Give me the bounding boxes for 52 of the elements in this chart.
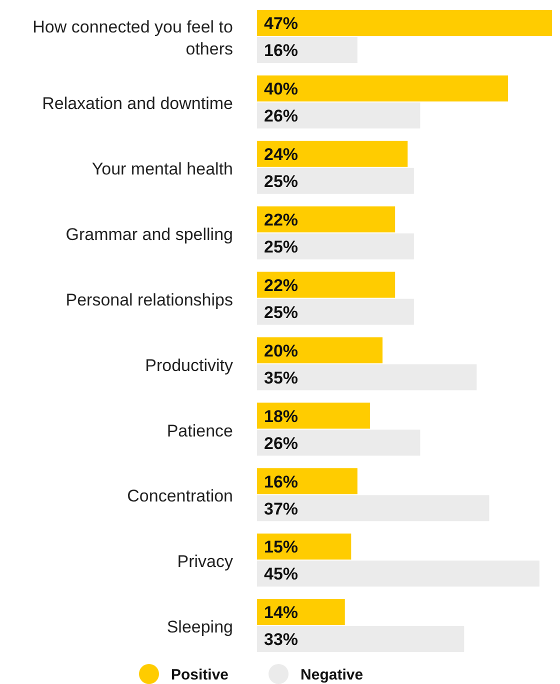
y-tick-label: Relaxation and downtime [42, 94, 233, 114]
data-label: 24% [264, 145, 298, 164]
legend-label: Positive [171, 666, 229, 684]
data-label: 22% [264, 210, 298, 230]
data-label: 16% [264, 472, 298, 492]
bar [257, 75, 508, 102]
data-label: 26% [264, 106, 298, 126]
data-label: 14% [264, 603, 298, 622]
y-tick-label: How connected you feel to others [32, 18, 233, 59]
bar [257, 10, 552, 36]
bar [257, 534, 352, 560]
bar [257, 272, 396, 298]
bar [257, 364, 477, 390]
bar [257, 102, 420, 128]
y-tick-label: Productivity [145, 356, 234, 375]
data-label: 20% [264, 341, 298, 360]
y-tick-label: Grammar and spelling [66, 224, 233, 244]
bar [257, 495, 490, 522]
data-label: 15% [264, 538, 298, 557]
bar [257, 599, 345, 626]
data-label: 37% [264, 499, 298, 518]
y-tick-label: Your mental health [92, 160, 233, 178]
y-tick-label: Personal relationships [66, 290, 233, 310]
data-label: 22% [264, 276, 298, 295]
data-label: 26% [264, 434, 298, 453]
bar [257, 560, 540, 587]
bar [257, 298, 414, 325]
y-tick-label: Sleeping [166, 618, 233, 637]
bar [257, 168, 414, 194]
data-label: 45% [264, 564, 298, 584]
data-label: 35% [264, 368, 298, 388]
bar [257, 626, 464, 652]
bar [257, 402, 370, 429]
bar [257, 430, 420, 456]
data-label: 25% [264, 237, 298, 256]
y-tick-label: Privacy [177, 552, 234, 572]
bar [257, 37, 358, 63]
data-label: 18% [264, 406, 298, 426]
bar [257, 206, 396, 232]
data-label: 33% [264, 630, 298, 650]
data-label: 16% [264, 41, 298, 60]
data-label: 47% [264, 14, 298, 34]
bar [257, 337, 383, 364]
bar [257, 233, 414, 260]
data-label: 25% [264, 302, 298, 322]
bar [257, 468, 358, 494]
bar [257, 140, 408, 167]
data-label: 40% [264, 80, 298, 99]
legend-label: Negative [300, 666, 364, 684]
y-tick-label: Concentration [127, 486, 233, 506]
data-label: 25% [264, 172, 298, 192]
y-tick-label: Patience [166, 421, 233, 440]
